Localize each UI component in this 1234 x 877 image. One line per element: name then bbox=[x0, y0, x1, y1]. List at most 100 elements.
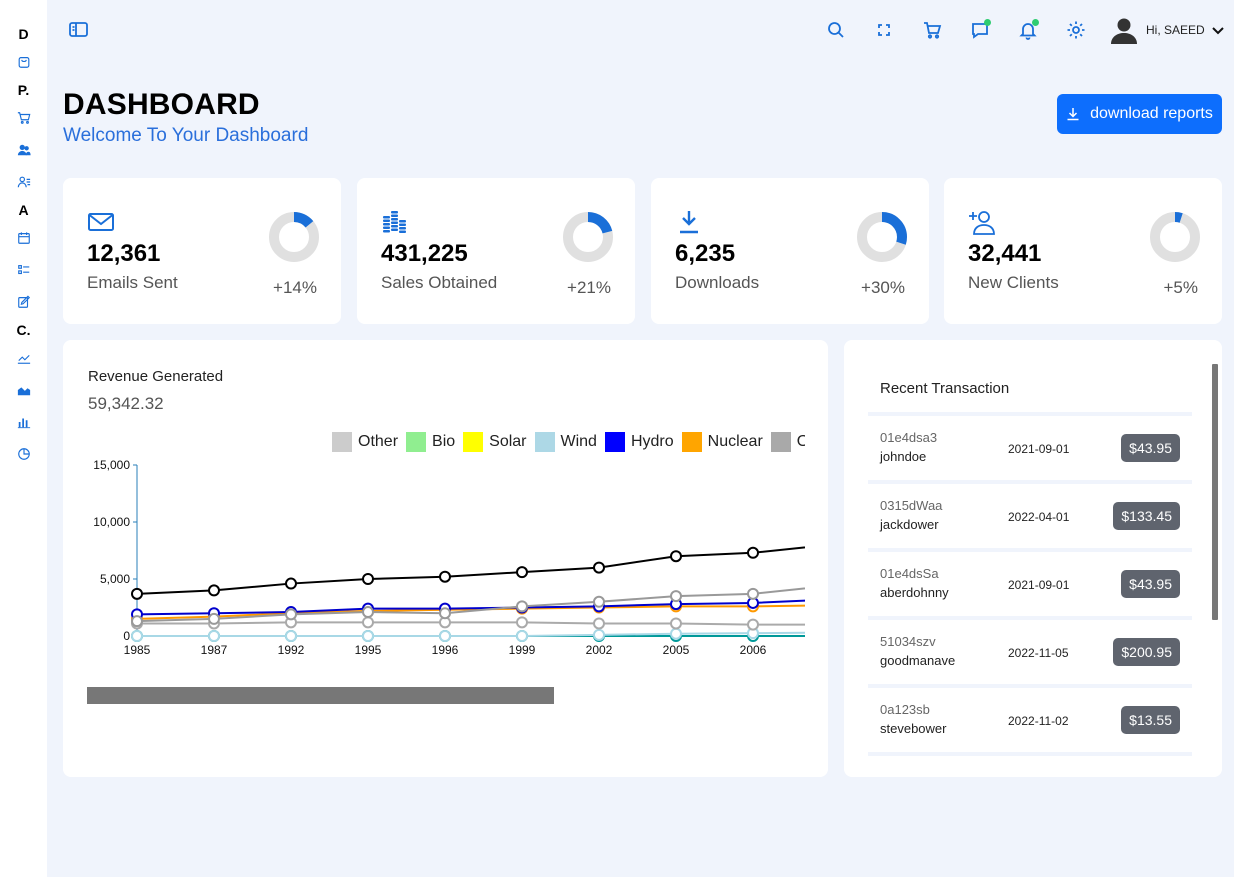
download-icon bbox=[1067, 108, 1079, 121]
data-point bbox=[439, 630, 451, 642]
download-reports-label: download reports bbox=[1090, 105, 1213, 122]
gear-icon[interactable] bbox=[1065, 19, 1087, 41]
transaction-row[interactable]: 01e4dsa3 johndoe 2021-09-01 $43.95 bbox=[868, 412, 1192, 480]
transactions-title: Recent Transaction bbox=[880, 380, 1010, 397]
bell-notification-dot bbox=[1032, 19, 1039, 26]
transaction-user: stevebower bbox=[880, 721, 947, 736]
transaction-row[interactable]: 0a123sb stevebower 2022-11-02 $13.55 bbox=[868, 684, 1192, 752]
data-point bbox=[670, 617, 682, 630]
sidebar-section-charts: C. bbox=[16, 322, 31, 338]
legend-swatch bbox=[681, 432, 702, 452]
stat-card-emails: 12,361 Emails Sent +14% bbox=[63, 178, 341, 324]
cart-icon[interactable] bbox=[921, 19, 943, 41]
stat-label: Emails Sent bbox=[87, 273, 178, 292]
transaction-row[interactable]: 01e4dsSa aberdohnny 2021-09-01 $43.95 bbox=[868, 548, 1192, 616]
contacts-icon[interactable] bbox=[0, 173, 47, 191]
transaction-user: aberdohnny bbox=[880, 585, 949, 600]
legend-item[interactable]: Other bbox=[332, 430, 398, 454]
stat-label: Downloads bbox=[675, 273, 760, 292]
stat-card-sales: 431,225 Sales Obtained +21% bbox=[357, 178, 635, 324]
data-point bbox=[593, 595, 605, 608]
x-tick-label: 2006 bbox=[740, 643, 767, 657]
legend-item[interactable]: Solar bbox=[463, 430, 527, 454]
stat-progress-donut bbox=[857, 212, 907, 262]
chat-icon[interactable] bbox=[969, 19, 991, 41]
transaction-date: 2021-09-01 bbox=[1008, 442, 1070, 456]
data-point bbox=[285, 608, 297, 621]
data-point bbox=[593, 561, 605, 574]
revenue-title: Revenue Generated bbox=[88, 368, 224, 385]
transaction-date: 2022-11-02 bbox=[1008, 714, 1069, 728]
stat-change: +5% bbox=[1163, 278, 1199, 297]
search-icon[interactable] bbox=[825, 19, 847, 41]
edit-form-icon[interactable] bbox=[0, 293, 47, 311]
sidebar: D P. A C. bbox=[0, 0, 47, 877]
pie-chart-icon[interactable] bbox=[0, 445, 47, 463]
transaction-amount-badge: $43.95 bbox=[1121, 570, 1180, 598]
series-line-other bbox=[137, 621, 805, 626]
legend-item[interactable]: Wind bbox=[534, 430, 597, 454]
chat-notification-dot bbox=[984, 19, 991, 26]
legend-item[interactable]: Oi bbox=[770, 430, 805, 454]
data-point bbox=[285, 577, 297, 590]
transactions-panel: Recent Transaction 01e4dsa3 johndoe 2021-0… bbox=[844, 340, 1222, 777]
bar-chart-icon[interactable] bbox=[0, 413, 47, 431]
legend-item[interactable]: Hydro bbox=[604, 430, 674, 454]
stat-card-downloads: 6,235 Downloads +30% bbox=[651, 178, 929, 324]
stat-progress-donut bbox=[563, 212, 613, 262]
revenue-value: 59,342.32 bbox=[88, 394, 164, 413]
legend-label: Bio bbox=[432, 433, 456, 450]
stat-label: New Clients bbox=[968, 273, 1059, 292]
page-title: DASHBOARD bbox=[63, 88, 260, 121]
transactions-list: 01e4dsa3 johndoe 2021-09-01 $43.95 0315dWaa j… bbox=[868, 412, 1192, 756]
transaction-id: 0315dWaa bbox=[880, 498, 943, 513]
stat-value: 32,441 bbox=[968, 240, 1042, 267]
transaction-amount-badge: $43.95 bbox=[1121, 434, 1180, 462]
series-line-oil bbox=[136, 587, 805, 623]
chevron-down-icon[interactable] bbox=[1211, 23, 1225, 37]
stat-value: 431,225 bbox=[381, 240, 468, 267]
bag-icon[interactable] bbox=[0, 53, 47, 71]
x-tick-label: 1987 bbox=[201, 643, 228, 657]
faq-list-icon[interactable] bbox=[0, 261, 47, 279]
x-tick-label: 2005 bbox=[663, 643, 690, 657]
data-point bbox=[208, 630, 220, 642]
data-point bbox=[747, 618, 759, 631]
legend-item[interactable]: Nuclear bbox=[681, 430, 763, 454]
data-point bbox=[362, 606, 374, 619]
sidebar-section-pages: P. bbox=[17, 82, 30, 98]
legend-label: Nuclear bbox=[707, 433, 763, 450]
sidebar-section-dashboard: D bbox=[18, 26, 29, 42]
data-point bbox=[670, 550, 682, 563]
download-reports-button[interactable]: download reports bbox=[1057, 94, 1222, 134]
series-line-total bbox=[136, 546, 805, 595]
line-chart-icon[interactable] bbox=[0, 349, 47, 367]
user-menu[interactable]: Hi, SAEED bbox=[1110, 14, 1225, 46]
data-point bbox=[362, 616, 374, 629]
area-chart-icon[interactable] bbox=[0, 381, 47, 399]
x-tick-label: 1996 bbox=[432, 643, 459, 657]
page-subtitle: Welcome To Your Dashboard bbox=[63, 125, 309, 146]
data-point bbox=[208, 612, 220, 625]
legend-item[interactable]: Bio bbox=[406, 430, 455, 454]
stat-change: +30% bbox=[861, 278, 905, 297]
transaction-row[interactable]: 51034szv goodmanave 2022-11-05 $200.95 bbox=[868, 616, 1192, 684]
stat-progress-donut bbox=[1150, 212, 1200, 262]
stat-card-clients: 32,441 New Clients +5% bbox=[944, 178, 1222, 324]
users-icon[interactable] bbox=[0, 141, 47, 159]
user-greeting: Hi, SAEED bbox=[1146, 23, 1205, 37]
calendar-icon[interactable] bbox=[0, 229, 47, 247]
data-point bbox=[362, 630, 374, 642]
bell-icon[interactable] bbox=[1017, 19, 1039, 41]
fullscreen-icon[interactable] bbox=[873, 19, 895, 41]
person-add-icon bbox=[968, 208, 998, 236]
chart-horizontal-scrollbar[interactable] bbox=[87, 687, 554, 704]
legend-swatch bbox=[332, 432, 352, 452]
transaction-amount-badge: $13.55 bbox=[1121, 706, 1180, 734]
cart-icon[interactable] bbox=[0, 109, 47, 127]
transactions-scrollbar[interactable] bbox=[1212, 364, 1218, 620]
sidebar-toggle-icon[interactable] bbox=[68, 20, 90, 40]
legend-swatch bbox=[770, 432, 791, 452]
transaction-row[interactable]: 0315dWaa jackdower 2022-04-01 $133.45 bbox=[868, 480, 1192, 548]
chart-legend: Other Bio Solar Wind Hydro Nuclear Oi bbox=[332, 430, 805, 454]
